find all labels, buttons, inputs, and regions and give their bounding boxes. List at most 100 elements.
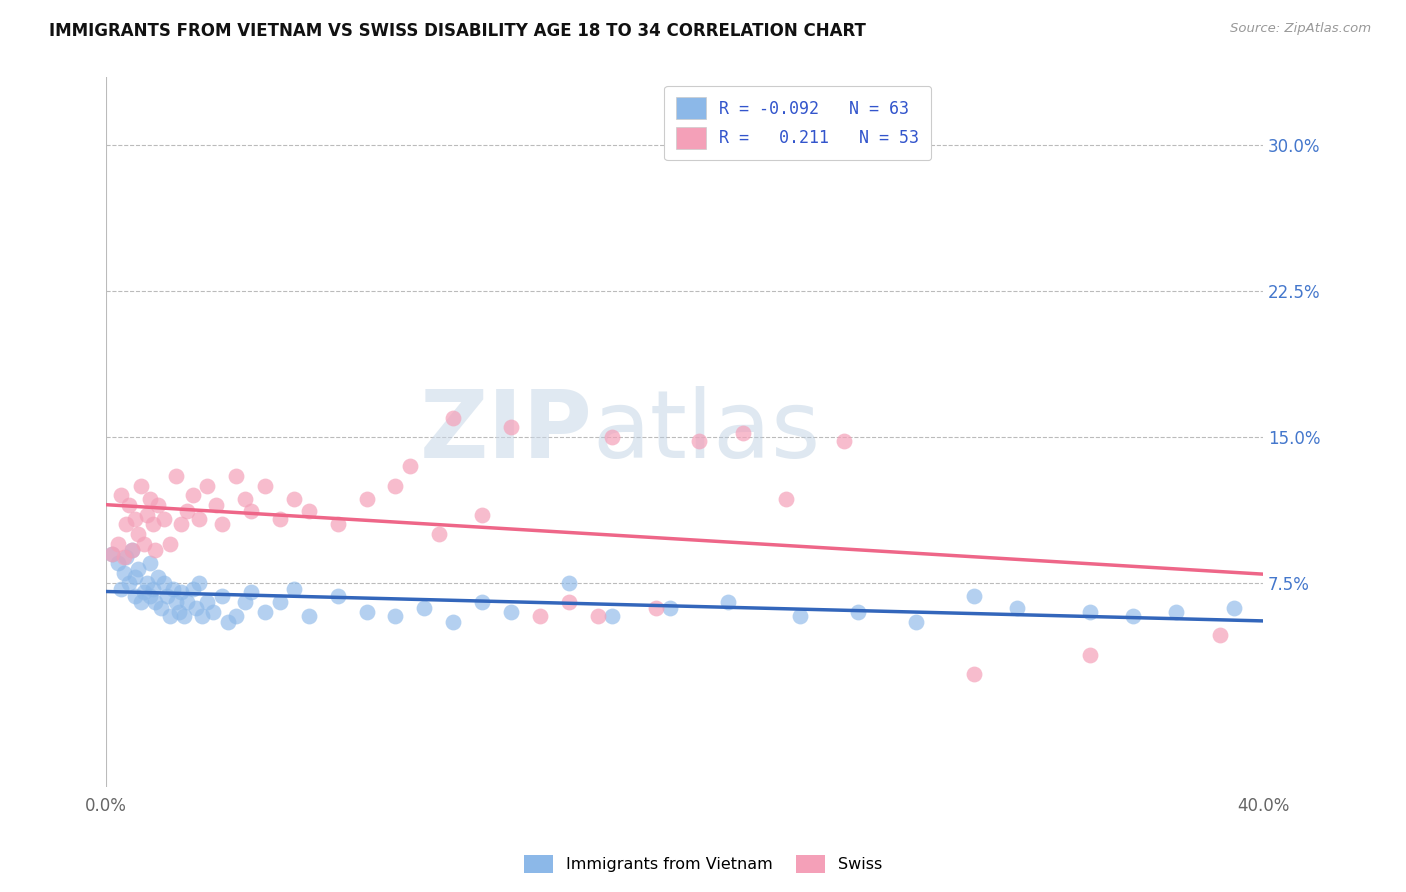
- Point: [558, 575, 581, 590]
- Point: [269, 595, 291, 609]
- Point: [110, 582, 132, 596]
- Point: [141, 517, 163, 532]
- Point: [283, 492, 305, 507]
- Point: [356, 605, 378, 619]
- Point: [190, 608, 212, 623]
- Point: [150, 601, 173, 615]
- Point: [586, 608, 609, 623]
- Point: [529, 608, 551, 623]
- Point: [225, 468, 247, 483]
- Point: [118, 498, 141, 512]
- Point: [602, 608, 624, 623]
- Point: [170, 585, 193, 599]
- Point: [129, 595, 152, 609]
- Point: [202, 605, 225, 619]
- Point: [112, 566, 135, 580]
- Point: [162, 582, 184, 596]
- Point: [211, 590, 233, 604]
- Point: [148, 498, 170, 512]
- Point: [107, 537, 129, 551]
- Point: [1223, 601, 1246, 615]
- Point: [148, 570, 170, 584]
- Point: [399, 459, 422, 474]
- Point: [298, 608, 321, 623]
- Point: [688, 434, 710, 448]
- Point: [1007, 601, 1029, 615]
- Point: [187, 575, 209, 590]
- Point: [298, 504, 321, 518]
- Point: [173, 608, 195, 623]
- Point: [187, 511, 209, 525]
- Point: [832, 434, 855, 448]
- Point: [846, 605, 869, 619]
- Point: [326, 517, 349, 532]
- Point: [225, 608, 247, 623]
- Point: [254, 605, 277, 619]
- Point: [176, 504, 198, 518]
- Point: [659, 601, 682, 615]
- Point: [141, 582, 163, 596]
- Point: [233, 492, 256, 507]
- Point: [197, 478, 219, 492]
- Point: [107, 557, 129, 571]
- Point: [211, 517, 233, 532]
- Point: [558, 595, 581, 609]
- Point: [170, 517, 193, 532]
- Point: [471, 508, 494, 522]
- Point: [602, 430, 624, 444]
- Point: [1209, 628, 1232, 642]
- Point: [124, 590, 146, 604]
- Point: [167, 605, 190, 619]
- Point: [205, 498, 228, 512]
- Point: [441, 615, 464, 629]
- Point: [138, 492, 160, 507]
- Point: [441, 410, 464, 425]
- Point: [269, 511, 291, 525]
- Point: [165, 595, 187, 609]
- Point: [356, 492, 378, 507]
- Point: [775, 492, 797, 507]
- Point: [121, 542, 143, 557]
- Point: [326, 590, 349, 604]
- Point: [239, 585, 262, 599]
- Point: [254, 478, 277, 492]
- Point: [145, 595, 167, 609]
- Point: [124, 570, 146, 584]
- Point: [1166, 605, 1188, 619]
- Point: [153, 575, 176, 590]
- Point: [789, 608, 811, 623]
- Point: [283, 582, 305, 596]
- Point: [135, 575, 157, 590]
- Point: [159, 608, 181, 623]
- Point: [124, 511, 146, 525]
- Point: [176, 595, 198, 609]
- Point: [1078, 605, 1101, 619]
- Point: [384, 478, 406, 492]
- Point: [145, 542, 167, 557]
- Text: ZIP: ZIP: [419, 386, 592, 478]
- Point: [138, 590, 160, 604]
- Text: IMMIGRANTS FROM VIETNAM VS SWISS DISABILITY AGE 18 TO 34 CORRELATION CHART: IMMIGRANTS FROM VIETNAM VS SWISS DISABIL…: [49, 22, 866, 40]
- Point: [905, 615, 928, 629]
- Point: [731, 426, 754, 441]
- Legend: R = -0.092   N = 63, R =   0.211   N = 53: R = -0.092 N = 63, R = 0.211 N = 53: [664, 86, 931, 161]
- Point: [413, 601, 436, 615]
- Point: [132, 537, 155, 551]
- Point: [129, 478, 152, 492]
- Point: [156, 590, 179, 604]
- Point: [184, 601, 207, 615]
- Point: [110, 488, 132, 502]
- Point: [138, 557, 160, 571]
- Point: [127, 562, 149, 576]
- Text: Source: ZipAtlas.com: Source: ZipAtlas.com: [1230, 22, 1371, 36]
- Point: [181, 582, 204, 596]
- Point: [132, 585, 155, 599]
- Point: [644, 601, 666, 615]
- Point: [233, 595, 256, 609]
- Point: [127, 527, 149, 541]
- Text: atlas: atlas: [592, 386, 821, 478]
- Point: [115, 517, 138, 532]
- Legend: Immigrants from Vietnam, Swiss: Immigrants from Vietnam, Swiss: [517, 848, 889, 880]
- Point: [427, 527, 450, 541]
- Point: [153, 511, 176, 525]
